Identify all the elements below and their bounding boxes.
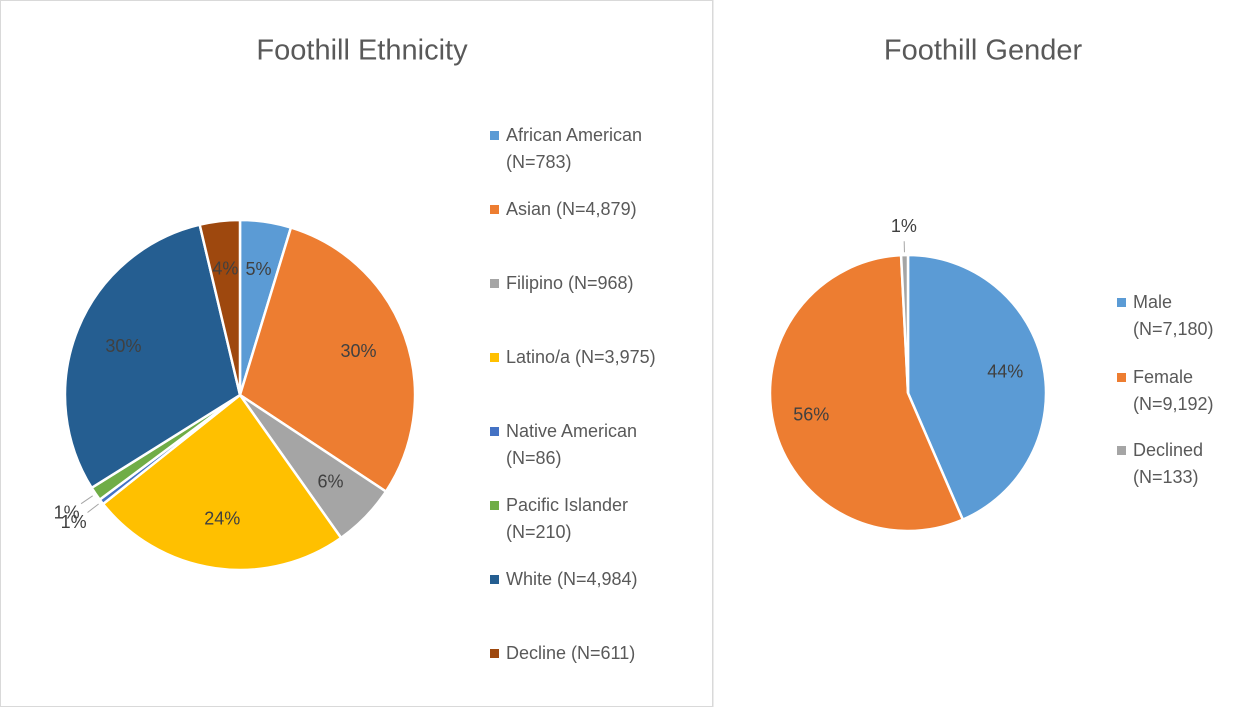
data-label: 1% — [54, 502, 80, 522]
legend-marker — [1117, 446, 1126, 455]
legend-label: Latino/a (N=3,975) — [506, 347, 656, 367]
data-label: 24% — [204, 508, 240, 528]
legend-label: Female (N=9,192) — [1133, 367, 1214, 414]
pie-slice — [238, 226, 417, 494]
legend-item: Latino/a (N=3,975) — [490, 344, 691, 371]
data-label: 5% — [246, 259, 272, 279]
legend-marker — [490, 131, 499, 140]
pie-slice — [198, 218, 242, 396]
leader-line — [87, 503, 99, 513]
legend-label: African American (N=783) — [506, 125, 643, 172]
legend-label: Declined (N=133) — [1133, 440, 1204, 487]
data-label: 6% — [317, 471, 343, 491]
legend-marker — [490, 353, 499, 362]
data-label: 4% — [212, 259, 238, 279]
legend-marker — [1117, 373, 1126, 382]
legend-label: Male (N=7,180) — [1133, 292, 1214, 339]
legend-label: White (N=4,984) — [506, 569, 638, 589]
legend-marker — [490, 279, 499, 288]
legend-item: Female (N=9,192) — [1117, 364, 1243, 418]
legend-item: Asian (N=4,879) — [490, 196, 691, 223]
legend-label: Decline (N=611) — [506, 643, 636, 663]
pie-slice — [63, 223, 242, 490]
leader-line — [80, 495, 93, 505]
legend-item: White (N=4,984) — [490, 566, 691, 593]
legend-marker — [490, 205, 499, 214]
legend-item: Declined (N=133) — [1117, 437, 1243, 491]
pie-slice — [768, 253, 965, 533]
data-label: 1% — [891, 216, 917, 236]
data-label: 44% — [987, 362, 1023, 382]
legend-item: Pacific Islander (N=210) — [490, 492, 691, 546]
legend-marker — [490, 575, 499, 584]
legend-item: Filipino (N=968) — [490, 270, 691, 297]
legend-marker — [490, 501, 499, 510]
data-label: 30% — [341, 341, 377, 361]
data-label: 56% — [793, 404, 829, 424]
pie-slice — [101, 393, 343, 572]
data-label: 30% — [105, 336, 141, 356]
legend-label: Pacific Islander (N=210) — [506, 495, 629, 542]
legend-label: Asian (N=4,879) — [506, 199, 637, 219]
chart-title: Foothill Gender — [884, 35, 1083, 67]
pie-slice — [906, 253, 1048, 522]
legend-marker — [490, 649, 499, 658]
data-label: 1% — [61, 512, 87, 532]
legend-item: African American (N=783) — [490, 122, 691, 176]
pie-slice — [899, 253, 910, 394]
legend-marker — [1117, 298, 1126, 307]
chart-title: Foothill Ethnicity — [256, 35, 468, 67]
legend-item: Decline (N=611) — [490, 640, 691, 667]
legend-label: Native American (N=86) — [506, 421, 638, 468]
legend-item: Male (N=7,180) — [1117, 289, 1243, 343]
legend-item: Native American (N=86) — [490, 418, 691, 472]
legend-marker — [490, 427, 499, 436]
legend-label: Filipino (N=968) — [506, 273, 634, 293]
